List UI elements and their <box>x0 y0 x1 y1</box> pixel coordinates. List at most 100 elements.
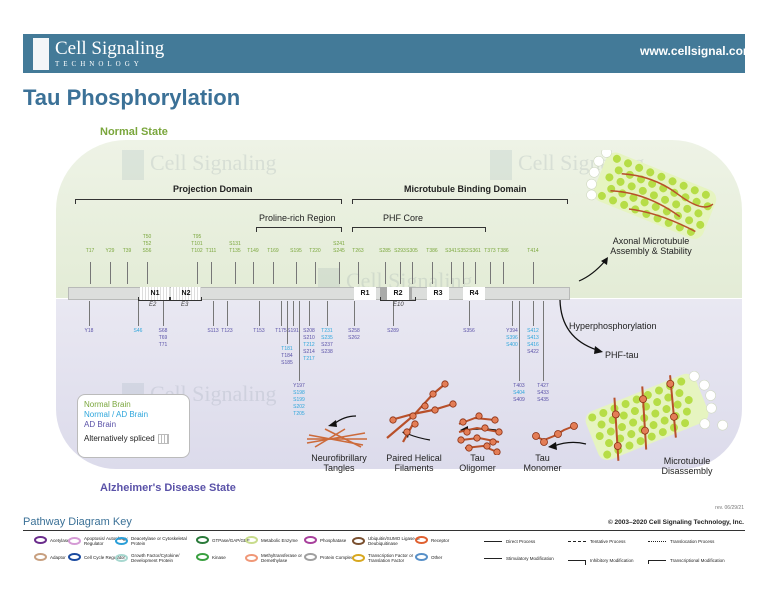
phospho-site-label: S413 <box>523 335 543 342</box>
normal-site-group: T17 <box>90 248 100 255</box>
key-line-label: Direct Process <box>506 539 535 544</box>
key-item-label: Receptor <box>431 538 449 543</box>
normal-site-group: T386 <box>503 248 513 255</box>
ad-site-group: Y394S396S400 <box>512 328 522 349</box>
repeat-r1: R1 <box>354 287 376 300</box>
exon-label: E10 <box>393 302 404 308</box>
node-ring-icon <box>34 536 47 544</box>
site-tick <box>519 301 520 381</box>
phospho-site-label: S305 <box>402 248 422 255</box>
site-tick <box>315 262 316 284</box>
node-ring-icon <box>196 536 209 544</box>
phospho-site-label: S237 <box>317 342 337 349</box>
nft-caption: Neurofibrillary Tangles <box>305 453 373 473</box>
key-item-label: Methyltransferase or Demethylase <box>261 553 307 563</box>
site-url[interactable]: www.cellsignal.com <box>640 44 754 58</box>
site-tick <box>293 301 294 326</box>
projection-domain-label: Projection Domain <box>173 184 253 194</box>
site-tick <box>412 262 413 284</box>
site-tick <box>432 262 433 284</box>
ad-site-group: S68T69T71 <box>163 328 173 349</box>
phospho-site-label: S433 <box>533 390 553 397</box>
phospho-site-label: S416 <box>523 342 543 349</box>
phospho-site-label: T149 <box>243 248 263 255</box>
phospho-site-label: S210 <box>299 335 319 342</box>
phospho-site-label: T17 <box>80 248 100 255</box>
revision-date: rev. 06/29/21 <box>715 505 744 511</box>
key-item: Deacetylase or Cytoskeletal Protein <box>115 536 195 546</box>
site-tick <box>147 262 148 284</box>
site-tick <box>327 301 328 326</box>
key-line-label: Transcriptional Modification <box>670 558 725 563</box>
node-ring-icon <box>304 553 317 561</box>
tau-oligomer-icon <box>455 410 505 455</box>
key-item-label: Acetylase <box>50 538 70 543</box>
solid-line-icon <box>484 541 502 542</box>
ad-site-group: T181T184S185 <box>287 346 297 367</box>
key-line-item: Translocation Process <box>648 539 714 544</box>
phospho-site-label: S404 <box>509 390 529 397</box>
phospho-site-label: S245 <box>329 248 349 255</box>
site-tick <box>339 262 340 284</box>
phf-tau-label: PHF-tau <box>605 350 639 360</box>
phospho-site-label: S46 <box>128 328 148 335</box>
site-tick <box>89 301 90 326</box>
site-tick <box>451 262 452 284</box>
phospho-site-label: T71 <box>153 342 173 349</box>
legend: Normal Brain Normal / AD Brain AD Brain … <box>77 394 190 458</box>
node-ring-icon <box>68 537 81 545</box>
watermark-logo-icon <box>122 150 144 180</box>
ad-site-group: S46 <box>138 328 148 335</box>
phospho-site-label: T181 <box>277 346 297 353</box>
node-ring-icon <box>34 553 47 561</box>
phospho-site-label: T184 <box>277 353 297 360</box>
node-ring-icon <box>196 553 209 561</box>
watermark-logo-icon <box>490 150 512 180</box>
legend-normal-brain: Normal Brain <box>84 400 183 410</box>
key-item-label: Protein Complex <box>320 555 353 560</box>
phospho-site-label: T153 <box>249 328 269 335</box>
proline-rich-region-label: Proline-rich Region <box>259 213 336 223</box>
phf-core-label: PHF Core <box>383 213 423 223</box>
node-ring-icon <box>115 554 128 562</box>
node-ring-icon <box>115 537 128 545</box>
ad-site-group: S412S413S416S422 <box>533 328 543 356</box>
site-tick <box>197 262 198 284</box>
phospho-site-label: Y197 <box>289 383 309 390</box>
key-item-label: Kinase <box>212 555 226 560</box>
arrow-line-icon <box>484 558 502 559</box>
microtubule-stable-icon <box>575 150 725 245</box>
key-item: Metabolic Enzyme <box>245 536 307 544</box>
hyperphosphorylation-arrow-icon <box>557 298 607 360</box>
node-ring-icon <box>415 536 428 544</box>
phospho-site-label: S195 <box>286 248 306 255</box>
phospho-site-label: T50 <box>137 234 157 241</box>
phospho-site-label: S289 <box>383 328 403 335</box>
node-ring-icon <box>352 554 365 562</box>
key-item: Other <box>415 553 477 561</box>
normal-site-group: T220 <box>315 248 325 255</box>
key-item-label: Phosphatase <box>320 538 346 543</box>
site-tick <box>463 262 464 284</box>
ad-site-group: S258S262 <box>354 328 364 342</box>
phospho-site-label: S356 <box>459 328 479 335</box>
phospho-site-label: T111 <box>201 248 221 255</box>
phospho-site-label: S235 <box>317 335 337 342</box>
site-tick <box>358 262 359 284</box>
disassembly-caption: Microtubule Disassembly <box>652 456 722 476</box>
key-line-item: Transcriptional Modification <box>648 556 725 564</box>
paired-helical-filaments-icon <box>383 380 458 445</box>
node-ring-icon <box>245 554 258 562</box>
phospho-site-label: T386 <box>422 248 442 255</box>
site-tick <box>90 262 91 284</box>
normal-site-group: T50T52S56 <box>147 234 157 255</box>
exon-label: E2 <box>149 302 156 308</box>
site-tick <box>273 262 274 284</box>
microtubule-binding-domain-label: Microtubule Binding Domain <box>404 184 527 194</box>
phospho-site-label: S262 <box>344 335 364 342</box>
phospho-site-label: S409 <box>509 397 529 404</box>
key-item-label: Adaptor <box>50 555 66 560</box>
node-ring-icon <box>352 537 365 545</box>
phospho-site-label: S185 <box>277 360 297 367</box>
page-title: Tau Phosphorylation <box>23 85 240 111</box>
